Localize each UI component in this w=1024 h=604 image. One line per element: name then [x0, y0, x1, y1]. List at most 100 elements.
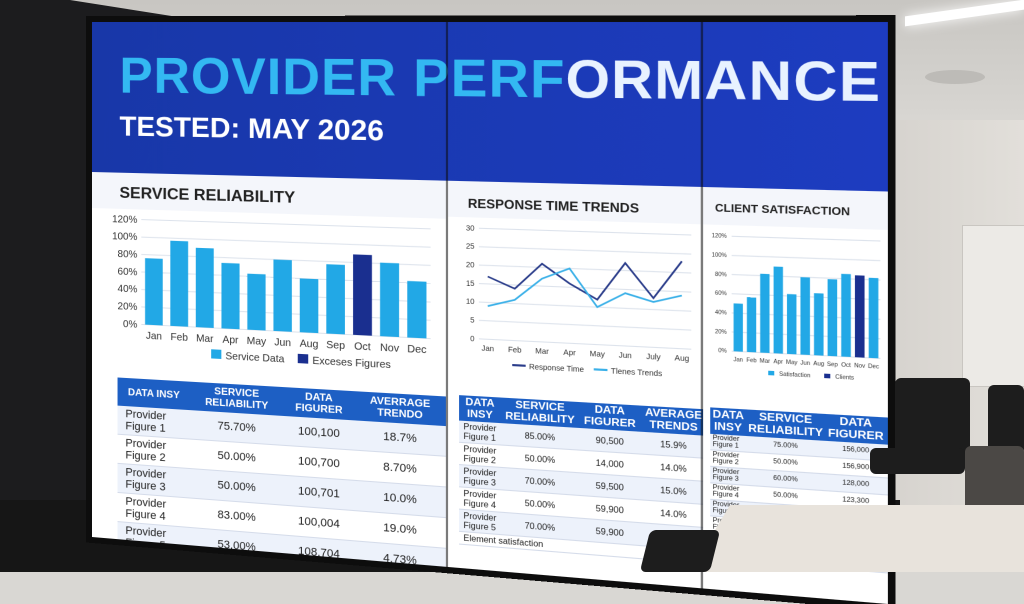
gridline — [479, 265, 691, 273]
bar — [855, 275, 865, 357]
x-tick-label: Aug — [813, 361, 824, 368]
bar — [787, 294, 796, 354]
x-tick-label: Feb — [746, 357, 757, 364]
bar — [326, 264, 345, 334]
bar — [800, 277, 809, 355]
y-tick-label: 20 — [466, 262, 475, 270]
response-time-panel: RESPONSE TIME TRENDS 30 25 20 15 10 5 0 Jan Feb M… — [448, 181, 701, 396]
x-tick-label: Jan — [146, 331, 162, 343]
service-reliability-panel: SERVICE RELIABILITY 120% 100% 80% 60% 40% 20%… — [92, 172, 446, 382]
column-header: DATA INSY — [118, 377, 191, 410]
x-tick-label: May — [590, 351, 606, 359]
gridline — [479, 302, 691, 311]
y-tick-label: 0% — [718, 348, 727, 355]
legend-swatch — [768, 371, 774, 376]
x-tick-label: May — [247, 336, 267, 348]
gridline — [732, 236, 881, 241]
x-tick-label: Nov — [380, 342, 399, 355]
bar — [774, 267, 783, 354]
screen-seam — [446, 22, 448, 567]
y-tick-label: 40% — [715, 310, 728, 317]
x-tick-label: Oct — [354, 341, 371, 353]
y-tick-label: 80% — [118, 249, 138, 261]
x-tick-label: Oct — [841, 362, 851, 369]
conference-table — [690, 505, 1024, 572]
bar — [869, 278, 879, 359]
response-time-chart: 302520151050Jan Feb Mar Apr May Jun July AugRes… — [452, 219, 698, 391]
title-banner: PROVIDER PERFORMANCE METRICS TESTED: MAY… — [92, 22, 888, 192]
y-tick-label: 20% — [118, 301, 138, 313]
legend-label: Satisfaction — [779, 371, 811, 379]
legend-label: Response Time — [529, 364, 584, 375]
x-tick-label: Dec — [407, 344, 426, 357]
x-tick-label: Aug — [300, 338, 319, 350]
y-tick-label: 100% — [112, 231, 137, 243]
bar — [734, 303, 743, 351]
gridline — [732, 255, 881, 260]
bar — [841, 274, 851, 357]
x-tick-label: Jun — [619, 352, 632, 360]
office-chair — [965, 446, 1024, 512]
y-tick-label: 60% — [118, 266, 138, 278]
table-cell: 100,100 — [283, 416, 354, 450]
table-footer-row: Elements satistitaie — [118, 580, 446, 604]
gridline — [479, 247, 691, 254]
legend-label: Tlenes Trends — [611, 368, 663, 378]
table-cell: Provider Figure 4 — [459, 487, 501, 512]
table-footer: Elements satistitaie — [118, 580, 446, 604]
x-tick-label: July — [646, 353, 661, 361]
bar — [145, 258, 163, 325]
x-tick-label: Feb — [508, 347, 522, 355]
bar — [814, 293, 824, 355]
office-chair — [870, 448, 965, 474]
legend-swatch — [211, 349, 221, 359]
page-subtitle: TESTED: MAY 2026 — [120, 110, 384, 147]
gridline — [479, 320, 691, 330]
y-tick-label: 100% — [712, 252, 728, 259]
legend-swatch — [512, 365, 525, 366]
bar — [273, 260, 291, 332]
y-tick-label: 0% — [123, 319, 138, 331]
table-cell: Provider Figure 1 — [459, 421, 501, 445]
client-satisfaction-chart: 120% 100% 80% 60% 40% 20% 0% Jan Feb Mar Apr May Jun… — [705, 227, 885, 402]
office-chair — [988, 385, 1024, 455]
y-tick-label: 10 — [466, 299, 475, 307]
x-tick-label: Mar — [196, 333, 214, 345]
y-tick-label: 15 — [466, 280, 475, 288]
x-tick-label: Jun — [274, 337, 291, 349]
x-tick-label: Nov — [854, 363, 866, 370]
table-cell: Provider Figure 5 — [459, 509, 501, 535]
table-cell: 4.73% — [355, 541, 446, 579]
column-header: DATA FIGURER — [579, 402, 640, 432]
column-header: DATA INSY — [459, 395, 501, 423]
y-tick-label: 120% — [712, 233, 728, 240]
x-tick-label: Jan — [482, 345, 495, 353]
x-tick-label: Jan — [733, 357, 743, 364]
whiteboard — [962, 225, 1024, 387]
bar — [760, 274, 769, 353]
column-header: DATA INSY — [710, 407, 746, 436]
title-part-2: ORMANCE METRICS — [566, 49, 888, 118]
bar — [221, 263, 239, 329]
series-line — [488, 265, 682, 314]
table-cell: Provider Figure 2 — [459, 442, 501, 467]
bar — [247, 274, 265, 331]
y-tick-label: 30 — [466, 225, 475, 233]
bar — [196, 248, 214, 328]
gridline — [479, 228, 691, 235]
bar — [747, 297, 756, 352]
x-tick-label: Apr — [563, 349, 576, 357]
x-tick-label: May — [786, 359, 798, 366]
screen-seam — [701, 22, 703, 588]
y-tick-label: 0 — [470, 336, 474, 344]
column-header: DATA FIGURER — [283, 387, 354, 420]
legend-swatch — [824, 374, 830, 379]
client-satisfaction-panel: CLIENT SATISFACTION 120% 100% 80% 60% 40% 20%… — [703, 187, 888, 406]
y-tick-label: 20% — [715, 329, 728, 336]
office-chair — [895, 378, 970, 458]
x-tick-label: Feb — [171, 332, 189, 344]
legend-swatch — [298, 354, 308, 364]
y-tick-label: 5 — [470, 317, 474, 325]
legend-label: Service Data — [225, 351, 284, 366]
y-tick-label: 60% — [715, 290, 728, 297]
